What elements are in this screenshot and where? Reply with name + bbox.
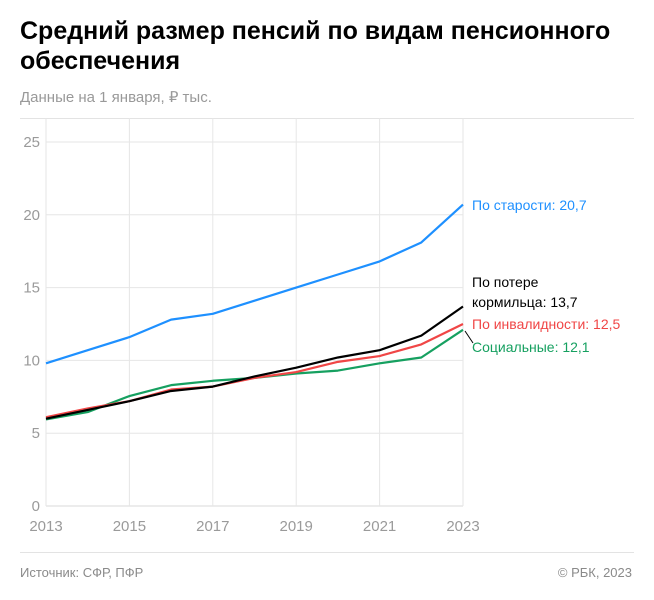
chart-subtitle: Данные на 1 января, ₽ тыс.	[20, 89, 212, 106]
label-survivor-2: кормильца: 13,7	[472, 294, 578, 310]
series-line-1	[45, 305, 464, 420]
y-tick-label: 0	[32, 498, 40, 515]
y-tick-label: 25	[23, 134, 40, 151]
divider-top	[20, 118, 634, 119]
x-tick-label: 2015	[113, 518, 146, 535]
y-tick-label: 5	[32, 425, 40, 442]
divider-bottom	[20, 552, 634, 553]
y-tick-label: 10	[23, 352, 40, 369]
source-note: Источник: СФР, ПФР	[20, 565, 144, 580]
label-social: Социальные: 12,1	[472, 339, 590, 355]
label-disability: По инвалидности: 12,5	[472, 316, 621, 332]
chart-title: Средний размер пенсий по видам пенсионно…	[20, 17, 611, 75]
y-tick-label: 20	[23, 207, 40, 224]
label-leader-line	[464, 330, 474, 344]
label-survivor-1: По потере	[472, 274, 539, 290]
y-tick-label: 15	[23, 280, 40, 297]
x-tick-label: 2021	[363, 518, 396, 535]
label-old-age: По старости: 20,7	[472, 197, 587, 213]
x-tick-label: 2019	[280, 518, 313, 535]
copyright: © РБК, 2023	[557, 565, 632, 580]
x-tick-label: 2013	[29, 518, 62, 535]
x-tick-label: 2023	[446, 518, 479, 535]
x-tick-label: 2017	[196, 518, 229, 535]
series-line-0	[45, 203, 464, 365]
